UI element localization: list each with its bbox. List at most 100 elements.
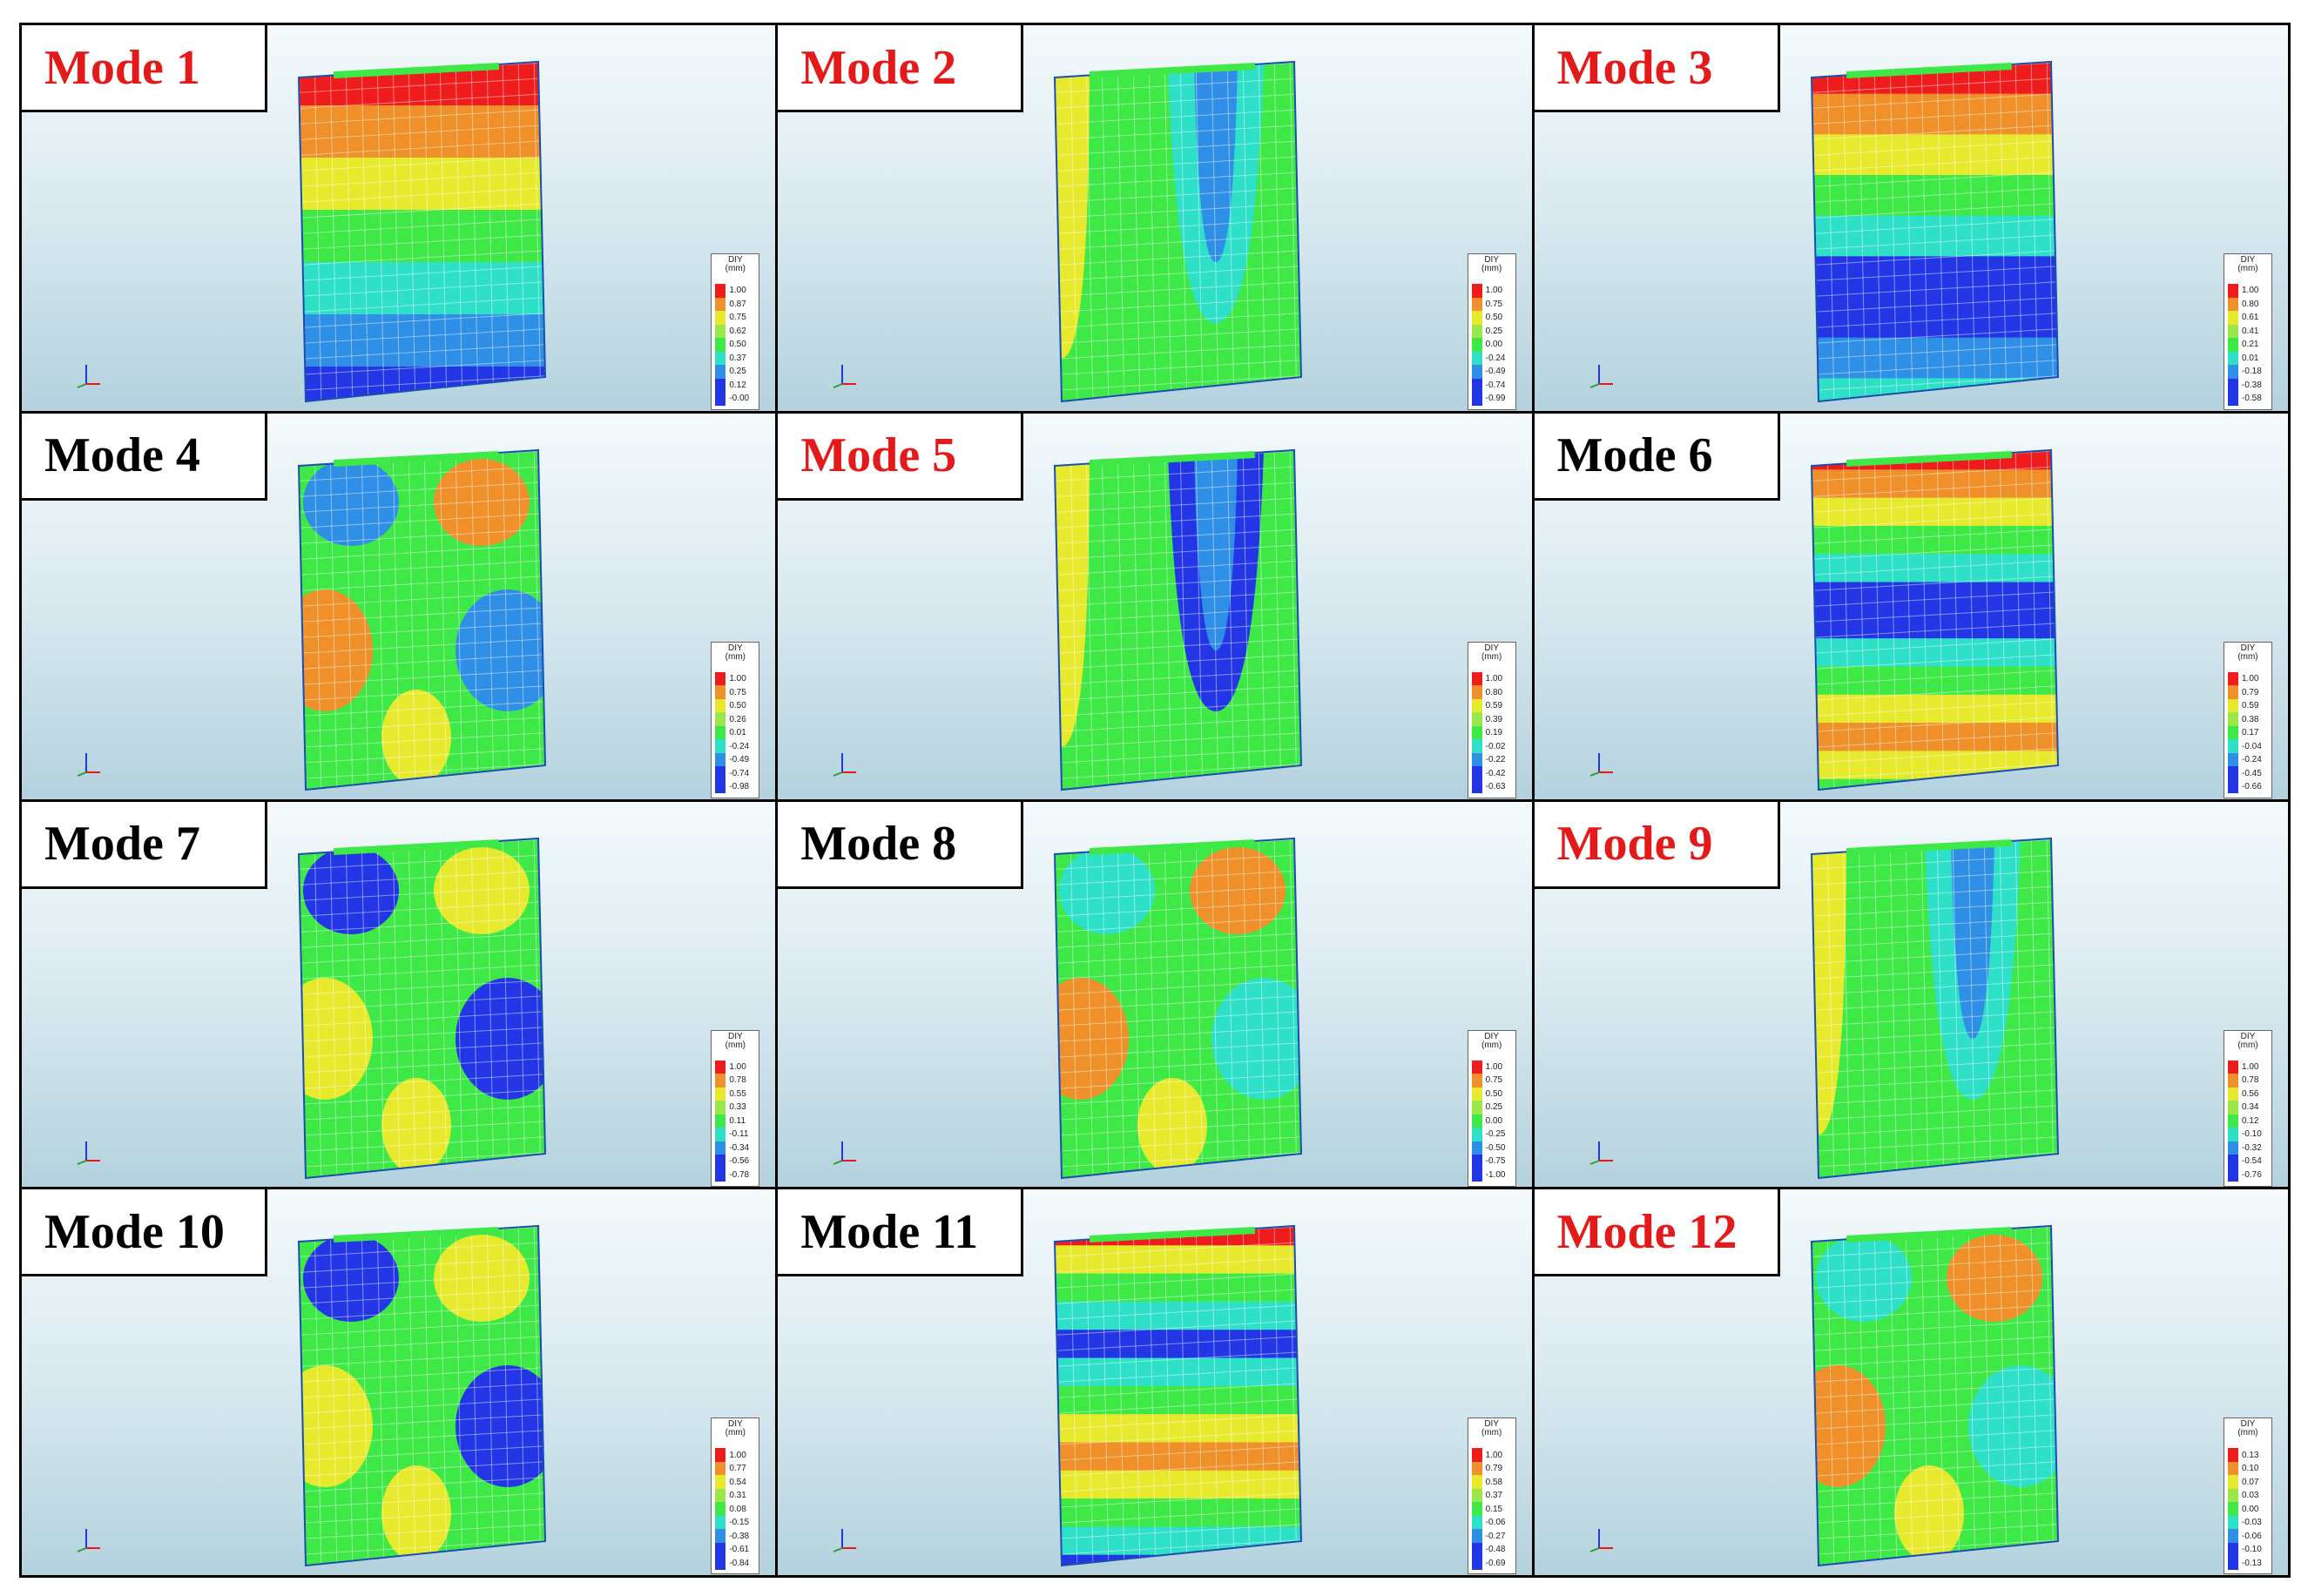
legend-swatch [2227,1448,2238,1462]
legend-value: 0.62 [729,326,746,336]
legend-value: -0.02 [1485,741,1506,751]
legend-value: 0.12 [2241,1115,2259,1126]
legend-value: 0.00 [2241,1504,2259,1514]
mode-label: Mode 3 [1534,25,1780,112]
legend-swatch [1471,324,1482,338]
legend-value: 0.78 [2241,1075,2259,1086]
axes-triad-icon [1589,752,1613,777]
deformed-plate [1810,448,2059,791]
axes-triad-icon [77,752,100,777]
legend-value: 0.75 [1485,299,1503,309]
legend-value: 0.21 [2241,340,2259,350]
mode-panel: Mode 5 DIY (mm) 1.00 0.80 0.59 0.39 0.19 -0.02 -… [778,413,1532,799]
legend-swatch [2227,1529,2238,1543]
legend-swatch [1471,1475,1482,1489]
mode-label: Mode 8 [778,801,1024,889]
legend-value: -0.38 [2241,380,2262,390]
legend-value: 0.17 [2241,728,2259,737]
legend-value: -0.75 [1485,1156,1506,1167]
legend-swatch [2227,1074,2238,1088]
legend-title: DIY (mm) [725,255,746,273]
legend-value: 0.01 [729,728,746,737]
legend-swatch [715,324,726,338]
legend-value: 1.00 [729,1450,746,1460]
legend-value: 0.80 [2241,299,2259,309]
legend-value: -0.24 [2241,755,2262,764]
legend-value: 0.56 [2241,1088,2259,1099]
mode-panel: Mode 4 DIY (mm) 1.00 0.75 0.50 0.26 0.01 -0.24 -… [22,413,776,799]
legend-swatch [2227,1155,2238,1168]
legend-swatch [715,311,726,325]
legend-swatch [2227,284,2238,298]
legend-swatch [2227,1488,2238,1503]
mode-label: Mode 5 [778,413,1024,501]
axes-triad-icon [77,1141,100,1165]
mode-label: Mode 6 [1534,413,1780,501]
legend-value: 1.00 [1485,286,1503,296]
color-legend: DIY (mm) 1.00 0.80 0.61 0.41 0.21 0.01 -0.18 -0.… [2223,253,2272,410]
mode-panel: Mode 2 DIY (mm) 1.00 0.75 0.50 0.25 0.00 -0.24 -… [778,25,1532,411]
mode-panel: Mode 11 DIY (mm) 1.00 0.79 0.58 0.37 0.15 -0.06… [778,1189,1532,1575]
legend-value: -0.15 [729,1518,750,1527]
legend-title: DIY (mm) [2237,1031,2258,1050]
legend-swatch [1471,311,1482,325]
legend-swatch [2227,752,2238,767]
legend-swatch [1471,1114,1482,1128]
legend-swatch [1471,1168,1482,1182]
legend-swatch [1471,351,1482,365]
legend-swatch [1471,1101,1482,1115]
legend-value: 0.78 [729,1075,746,1086]
legend-swatch [1471,1542,1482,1557]
legend-swatch [715,1087,726,1101]
mode-label: Mode 9 [1534,801,1780,889]
legend-value: -0.69 [1485,1558,1506,1568]
legend-swatch [1471,1155,1482,1168]
legend-value: 0.55 [729,1088,746,1099]
legend-value: -0.03 [2241,1518,2262,1527]
legend-swatch [2227,1461,2238,1476]
legend-value: 0.77 [729,1464,746,1473]
deformed-plate [1054,60,1303,403]
legend-value: 0.50 [1485,313,1503,323]
mode-panel: Mode 12 DIY (mm) 0.13 0.10 0.07 0.03 0.00 -0.03… [1534,1189,2288,1575]
legend-value: 0.01 [2241,353,2259,363]
legend-title: DIY (mm) [2237,255,2258,273]
legend-swatch [2227,1087,2238,1101]
axes-triad-icon [833,1529,857,1553]
legend-swatch [715,1529,726,1543]
legend-swatch [2227,725,2238,740]
legend-swatch [715,685,726,699]
legend-swatch [2227,1141,2238,1155]
legend-value: 0.58 [1485,1477,1503,1487]
legend-swatch [715,671,726,686]
legend-swatch [1471,671,1482,686]
legend-value: -0.25 [1485,1129,1506,1140]
color-legend: DIY (mm) 0.13 0.10 0.07 0.03 0.00 -0.03 -0.06 -0… [2223,1418,2272,1575]
mode-label: Mode 4 [22,413,267,501]
legend-swatch [1471,1502,1482,1516]
deformed-plate [1054,1225,1303,1567]
legend-value: 0.75 [1485,1075,1503,1086]
color-legend: DIY (mm) 1.00 0.75 0.50 0.26 0.01 -0.24 -0.49 -0… [711,641,760,798]
legend-swatch [2227,351,2238,365]
legend-value: -0.38 [729,1531,750,1541]
legend-value: 1.00 [2241,1061,2259,1072]
legend-value: 0.39 [1485,714,1503,724]
legend-value: -0.24 [1485,353,1506,363]
mode-label: Mode 11 [778,1189,1024,1277]
legend-swatch [2227,698,2238,713]
legend-swatch [715,752,726,767]
mode-label: Mode 1 [22,25,267,112]
mode-label: Mode 2 [778,25,1024,112]
legend-swatch [2227,1542,2238,1557]
legend-swatch [1471,365,1482,379]
legend-value: 0.03 [2241,1491,2259,1500]
legend-swatch [1471,1060,1482,1074]
mode-panel: Mode 6 DIY (mm) 1.00 0.79 0.59 0.38 0.17 -0.04 -… [1534,413,2288,799]
legend-value: -1.00 [1485,1169,1506,1180]
legend-swatch [1471,1448,1482,1462]
legend-value: 0.19 [1485,728,1503,737]
axes-triad-icon [1589,1141,1613,1165]
axes-triad-icon [77,365,100,388]
legend-swatch [715,1556,726,1570]
